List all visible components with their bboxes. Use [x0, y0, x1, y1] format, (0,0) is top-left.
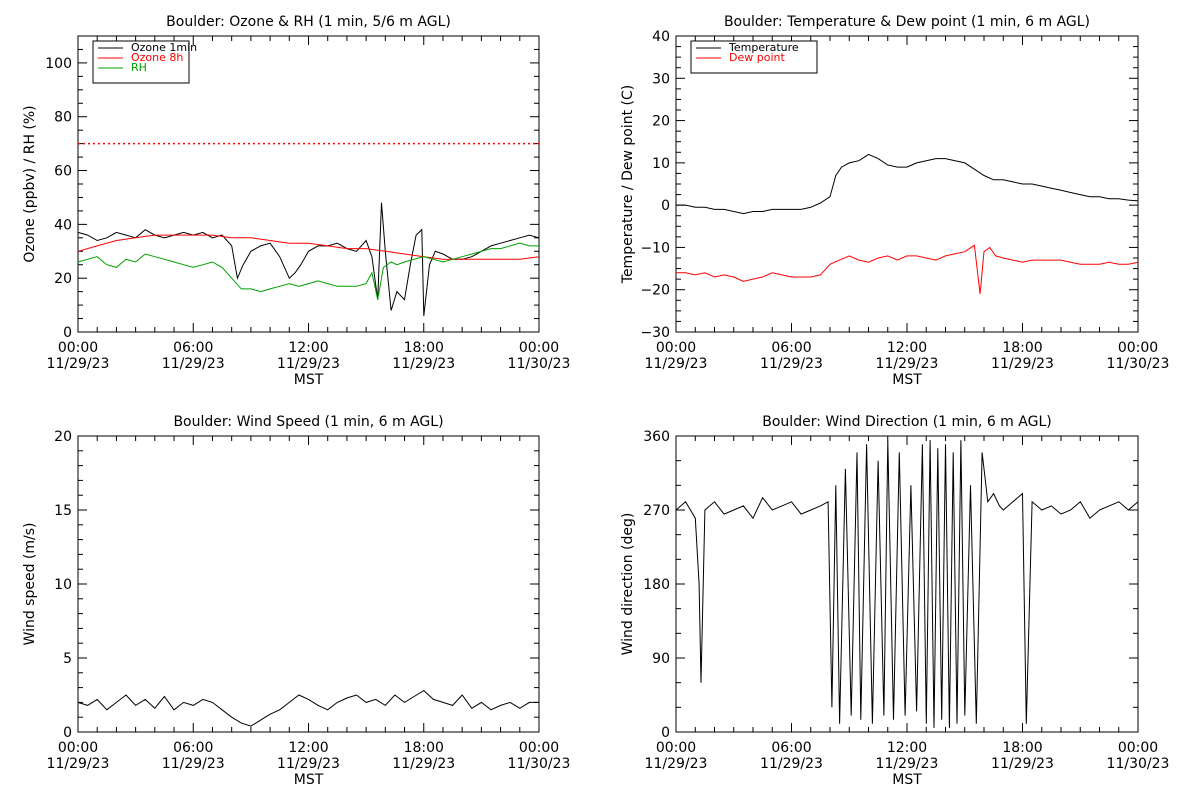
wdir-plot-frame	[675, 435, 1139, 733]
wspd-ytick-label: 10	[54, 577, 72, 593]
wdir-xtick-date: 11/30/23	[1107, 756, 1170, 772]
ozone-ytick-label: 80	[54, 110, 72, 126]
temp-series-dew-point	[676, 244, 1139, 294]
ozone-title: Boulder: Ozone & RH (1 min, 5/6 m AGL)	[166, 14, 451, 30]
wspd-xtick-date: 11/29/23	[47, 756, 110, 772]
wdir-ytick-label: 270	[643, 503, 670, 519]
wdir-xtick-date: 11/29/23	[760, 756, 823, 772]
wdir-xtick-time: 18:00	[1002, 740, 1042, 756]
wspd-xtick-date: 11/30/23	[508, 756, 571, 772]
wspd-xtick-time: 00:00	[58, 740, 98, 756]
wspd-xtick-date: 11/29/23	[277, 756, 340, 772]
wdir-xtick-date: 11/29/23	[645, 756, 708, 772]
wdir-xlabel: MST	[892, 772, 922, 788]
temp-xtick-time: 06:00	[771, 340, 811, 356]
wspd-xtick-date: 11/29/23	[162, 756, 225, 772]
ozone-xtick-date: 11/30/23	[508, 356, 571, 372]
ozone-xtick-time: 12:00	[288, 340, 328, 356]
temp-xtick-date: 11/29/23	[645, 356, 708, 372]
ozone-legend-entry: Ozone 8h	[131, 51, 183, 64]
wdir-xtick-date: 11/29/23	[876, 756, 939, 772]
ozone-series-ozone-8h	[77, 234, 540, 260]
ozone-legend-entry: Ozone 1min	[131, 41, 197, 54]
temp-xtick-date: 11/29/23	[876, 356, 939, 372]
temp-xtick-date: 11/29/23	[760, 356, 823, 372]
wspd-xlabel: MST	[294, 772, 324, 788]
temp-ytick-label: 0	[661, 198, 670, 214]
wdir-series-data	[675, 440, 1139, 728]
ozone-ylabel: Ozone (ppbv) / RH (%)	[22, 105, 38, 262]
ozone-ytick-label: 0	[63, 325, 72, 341]
wspd-xtick-time: 00:00	[519, 740, 559, 756]
ozone-ytick-label: 20	[54, 271, 72, 287]
ozone-xtick-date: 11/29/23	[277, 356, 340, 372]
wdir-xtick-time: 00:00	[1118, 740, 1158, 756]
ozone-xlabel: MST	[294, 372, 324, 388]
ozone-xtick-time: 06:00	[173, 340, 213, 356]
wspd-series-data	[77, 689, 539, 727]
wspd-plot-frame	[77, 435, 540, 733]
temp-panel: Boulder: Temperature & Dew point (1 min,…	[620, 14, 1169, 388]
wspd-ylabel: Wind speed (m/s)	[22, 523, 38, 646]
wdir-xtick-time: 00:00	[656, 740, 696, 756]
wdir-panel: Boulder: Wind Direction (1 min, 6 m AGL)…	[620, 414, 1169, 788]
wspd-ytick-label: 0	[63, 725, 72, 741]
temp-legend-entry: Dew point	[729, 51, 785, 64]
wspd-ytick-label: 15	[54, 503, 72, 519]
wdir-title: Boulder: Wind Direction (1 min, 6 m AGL)	[762, 414, 1051, 430]
temp-xtick-time: 00:00	[1118, 340, 1158, 356]
ozone-ytick-label: 60	[54, 164, 72, 180]
temp-legend	[690, 40, 818, 74]
temp-ytick-label: −30	[640, 325, 670, 341]
ozone-ytick-label: 40	[54, 217, 72, 233]
temp-ylabel: Temperature / Dew point (C)	[620, 85, 636, 284]
wdir-ylabel: Wind direction (deg)	[620, 513, 636, 656]
temp-ytick-label: 40	[652, 29, 670, 45]
ozone-xtick-date: 11/29/23	[47, 356, 110, 372]
wspd-panel: Boulder: Wind Speed (1 min, 6 m AGL) 0 5 10…	[22, 414, 570, 788]
wdir-xtick-time: 12:00	[887, 740, 927, 756]
temp-xlabel: MST	[892, 372, 922, 388]
wdir-ytick-label: 360	[643, 429, 670, 445]
wdir-ytick-label: 0	[661, 725, 670, 741]
ozone-xtick-date: 11/29/23	[392, 356, 455, 372]
temp-ytick-label: 10	[652, 156, 670, 172]
temp-ytick-label: −20	[640, 283, 670, 299]
temp-legend-entry: Temperature	[728, 41, 799, 54]
temp-plot-frame	[675, 35, 1139, 333]
ozone-series-rh	[77, 242, 539, 300]
temp-xtick-time: 18:00	[1002, 340, 1042, 356]
temp-ytick-label: 20	[652, 114, 670, 130]
temp-xtick-date: 11/29/23	[991, 356, 1054, 372]
wspd-xtick-time: 12:00	[288, 740, 328, 756]
wspd-xtick-date: 11/29/23	[392, 756, 455, 772]
temp-ytick-label: −10	[640, 240, 670, 256]
wspd-ytick-label: 20	[54, 429, 72, 445]
ozone-legend-entry: RH	[131, 61, 147, 74]
wdir-ytick-label: 180	[643, 577, 670, 593]
wspd-ytick-label: 5	[63, 651, 72, 667]
temp-ytick-label: 30	[652, 71, 670, 87]
wdir-ytick-label: 90	[652, 651, 670, 667]
ozone-xtick-time: 00:00	[58, 340, 98, 356]
ozone-xtick-time: 18:00	[404, 340, 444, 356]
wdir-xtick-time: 06:00	[771, 740, 811, 756]
ozone-xtick-time: 00:00	[519, 340, 559, 356]
ozone-xtick-date: 11/29/23	[162, 356, 225, 372]
temp-series-temperature	[676, 153, 1139, 215]
temp-xtick-date: 11/30/23	[1107, 356, 1170, 372]
ozone-ytick-label: 100	[45, 56, 72, 72]
wdir-xtick-date: 11/29/23	[991, 756, 1054, 772]
temp-title: Boulder: Temperature & Dew point (1 min,…	[724, 14, 1090, 30]
wspd-title: Boulder: Wind Speed (1 min, 6 m AGL)	[173, 414, 443, 430]
temp-xtick-time: 00:00	[656, 340, 696, 356]
ozone-panel: Boulder: Ozone & RH (1 min, 5/6 m AGL) 0 2…	[22, 14, 570, 388]
temp-xtick-time: 12:00	[887, 340, 927, 356]
wspd-xtick-time: 06:00	[173, 740, 213, 756]
wspd-xtick-time: 18:00	[404, 740, 444, 756]
